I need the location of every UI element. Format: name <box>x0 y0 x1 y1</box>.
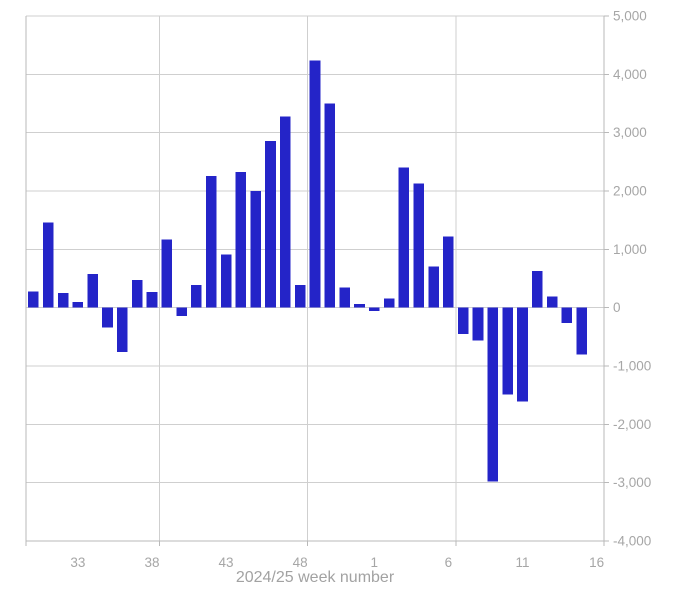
x-tick-label: 33 <box>70 555 85 570</box>
bar-week-4 <box>413 183 425 308</box>
bar-week-47 <box>280 116 291 308</box>
bar-week-8 <box>472 307 484 341</box>
bar-week-2 <box>383 298 395 308</box>
x-axis-title: 2024/25 week number <box>236 569 395 586</box>
bar-week-52 <box>354 304 365 308</box>
bar-week-35 <box>102 307 113 328</box>
bar-week-14 <box>561 307 573 323</box>
bar-week-50 <box>324 103 336 308</box>
bar-week-32 <box>57 293 69 308</box>
x-tick-label: 43 <box>219 555 234 570</box>
bar-week-36 <box>117 307 128 352</box>
bar-week-12 <box>532 270 543 308</box>
bar-week-41 <box>191 284 202 308</box>
y-tick-label: 3,000 <box>613 125 647 140</box>
bar-week-30 <box>28 291 39 308</box>
bar-week-51 <box>339 287 350 308</box>
y-tick-label: 4,000 <box>613 67 647 82</box>
y-tick-label: 1,000 <box>613 242 647 257</box>
bar-week-1 <box>368 307 380 311</box>
bar-week-49 <box>309 60 321 308</box>
bar-week-31 <box>42 222 54 308</box>
y-tick-label: 0 <box>613 300 621 315</box>
y-tick-label: 2,000 <box>613 184 647 199</box>
bar-week-33 <box>72 301 84 308</box>
bar-week-42 <box>205 175 217 308</box>
bar-week-11 <box>517 307 528 402</box>
axis-labels: 5,000 4,000 3,000 2,000 1,000 0 -1,000 -2,000 -3… <box>70 9 651 571</box>
bar-week-44 <box>235 171 247 308</box>
y-tick-label: 5,000 <box>613 9 647 24</box>
x-tick-label: 48 <box>293 555 308 570</box>
bar-week-45 <box>250 191 262 308</box>
bar-week-46 <box>265 140 276 308</box>
bar-week-40 <box>176 307 187 317</box>
x-tick-label: 16 <box>589 555 604 570</box>
y-tick-label: -3,000 <box>613 475 651 490</box>
x-tick-label: 38 <box>144 555 159 570</box>
x-tick-label: 11 <box>515 555 529 570</box>
bar-week-7 <box>457 307 469 334</box>
bar-week-10 <box>502 307 513 395</box>
bar-week-6 <box>443 236 454 308</box>
bar-week-3 <box>398 167 410 308</box>
bar-week-9 <box>487 307 499 482</box>
x-tick-label: 1 <box>371 555 379 570</box>
bar-week-39 <box>161 239 173 308</box>
bar-week-34 <box>87 273 98 308</box>
bar-week-13 <box>546 296 558 308</box>
y-tick-label: -1,000 <box>613 359 651 374</box>
y-tick-label: -4,000 <box>613 534 651 549</box>
bar-week-43 <box>220 254 232 308</box>
bars <box>28 60 588 482</box>
bar-week-48 <box>294 285 306 308</box>
bar-week-37 <box>131 279 143 308</box>
axes <box>25 15 609 546</box>
bar-week-5 <box>428 266 439 308</box>
y-tick-label: -2,000 <box>613 417 651 432</box>
bar-week-38 <box>146 291 158 308</box>
x-tick-label: 6 <box>445 555 453 570</box>
bar-week-15 <box>576 307 588 355</box>
